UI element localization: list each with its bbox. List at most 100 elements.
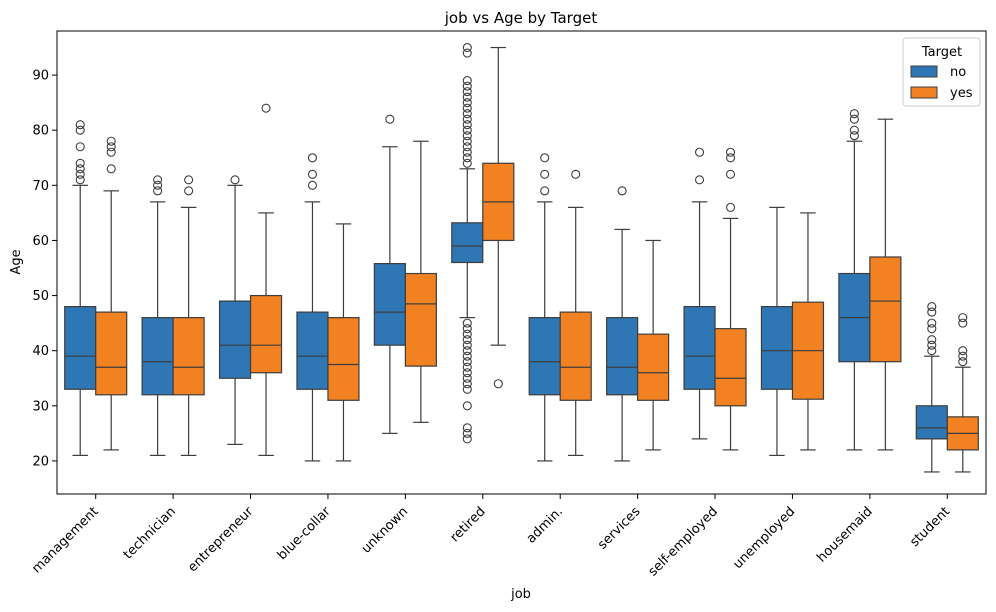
outlier-point bbox=[958, 318, 968, 328]
y-tick-label: 60 bbox=[32, 234, 49, 249]
box-iqr bbox=[64, 305, 97, 390]
outlier-point bbox=[75, 125, 85, 135]
chart-title: job vs Age by Target bbox=[444, 9, 598, 27]
box-yes-unknown bbox=[404, 140, 437, 423]
outlier-point bbox=[462, 368, 472, 378]
outlier-point bbox=[106, 136, 116, 146]
y-axis-label: Age bbox=[9, 249, 24, 274]
box-yes-blue-collar bbox=[327, 223, 360, 462]
box-yes-unemployed bbox=[791, 212, 825, 451]
outlier-point bbox=[462, 131, 472, 141]
box-no-services bbox=[606, 186, 639, 462]
x-axis-label: job bbox=[510, 587, 531, 602]
box-iqr bbox=[528, 317, 561, 396]
box-no-unknown bbox=[373, 114, 406, 434]
x-tick-label: student bbox=[907, 504, 953, 550]
box-iqr bbox=[714, 328, 747, 407]
outlier-point bbox=[927, 324, 937, 334]
x-tick-label: management bbox=[29, 504, 101, 576]
legend-label-no: no bbox=[950, 65, 966, 80]
box-no-management bbox=[64, 120, 97, 457]
outlier-point bbox=[849, 109, 859, 119]
outlier-point bbox=[725, 202, 736, 212]
outlier-point bbox=[849, 131, 859, 141]
x-tick-label: entrepreneur bbox=[185, 504, 257, 576]
outlier-point bbox=[462, 329, 472, 339]
outlier-point bbox=[462, 142, 472, 152]
outlier-point bbox=[462, 125, 472, 135]
y-axis: 20 30 40 50 60 70 80 90 bbox=[32, 69, 57, 469]
outlier-point bbox=[927, 346, 937, 356]
box-iqr bbox=[172, 317, 205, 396]
outlier-point bbox=[462, 373, 472, 383]
outlier-point bbox=[462, 384, 472, 394]
outlier-point bbox=[230, 175, 240, 185]
outlier-point bbox=[725, 153, 736, 163]
outlier-point bbox=[462, 351, 472, 361]
outlier-point bbox=[617, 186, 627, 196]
outlier-point bbox=[462, 379, 472, 389]
outlier-point bbox=[462, 98, 472, 108]
outlier-point bbox=[540, 169, 550, 179]
y-tick-label: 90 bbox=[32, 69, 49, 84]
outlier-point bbox=[462, 428, 472, 438]
outlier-point bbox=[307, 169, 318, 179]
legend-swatch-no bbox=[910, 65, 938, 78]
x-tick-label: self-employed bbox=[646, 504, 721, 579]
outlier-point bbox=[462, 346, 472, 356]
outlier-point bbox=[462, 87, 472, 97]
outlier-point bbox=[958, 351, 968, 361]
box-iqr bbox=[606, 317, 639, 396]
outlier-point bbox=[927, 302, 937, 312]
outlier-point bbox=[725, 169, 736, 179]
outlier-point bbox=[462, 423, 472, 433]
outlier-point bbox=[261, 103, 271, 113]
box-iqr bbox=[327, 317, 360, 401]
outlier-point bbox=[540, 186, 550, 196]
outlier-point bbox=[153, 186, 163, 196]
outlier-point bbox=[958, 346, 968, 356]
box-no-admin. bbox=[528, 153, 561, 462]
x-axis: management technician entrepreneur blue-col… bbox=[29, 494, 953, 579]
box-yes-entrepreneur bbox=[249, 103, 283, 457]
outlier-point bbox=[184, 175, 194, 185]
outlier-point bbox=[462, 42, 472, 53]
legend-label-yes: yes bbox=[950, 86, 973, 101]
box-no-student bbox=[915, 302, 948, 473]
x-tick-label: admin. bbox=[524, 504, 566, 546]
outlier-point bbox=[184, 186, 194, 196]
x-tick-label: technician bbox=[121, 504, 179, 562]
x-tick-label: unemployed bbox=[730, 504, 798, 572]
box-yes-student bbox=[946, 313, 979, 473]
box-yes-self-employed bbox=[714, 147, 747, 451]
outlier-point bbox=[462, 92, 472, 102]
outlier-point bbox=[106, 147, 116, 157]
outlier-point bbox=[958, 313, 968, 323]
box-no-technician bbox=[141, 175, 174, 457]
outlier-point bbox=[540, 153, 550, 163]
box-iqr bbox=[760, 305, 794, 390]
outlier-point bbox=[106, 142, 116, 152]
outlier-point bbox=[462, 136, 472, 146]
box-yes-housemaid bbox=[869, 118, 902, 451]
outlier-point bbox=[462, 401, 472, 411]
legend-title: Target bbox=[921, 45, 962, 60]
outlier-point bbox=[75, 120, 85, 130]
outlier-point bbox=[462, 357, 472, 367]
outlier-point bbox=[571, 169, 581, 179]
x-tick-label: services bbox=[595, 504, 643, 552]
box-iqr bbox=[141, 317, 174, 396]
box-iqr bbox=[869, 256, 902, 363]
outlier-point bbox=[75, 142, 85, 152]
outlier-point bbox=[927, 340, 937, 350]
x-tick-label: unknown bbox=[359, 504, 411, 556]
outlier-point bbox=[153, 175, 163, 185]
outlier-point bbox=[462, 109, 472, 119]
y-tick-label: 70 bbox=[32, 179, 49, 194]
box-iqr bbox=[559, 311, 592, 401]
box-yes-services bbox=[637, 239, 670, 451]
outlier-point bbox=[75, 169, 85, 179]
box-iqr bbox=[683, 305, 716, 390]
outlier-point bbox=[927, 307, 937, 317]
outlier-point bbox=[694, 175, 705, 185]
